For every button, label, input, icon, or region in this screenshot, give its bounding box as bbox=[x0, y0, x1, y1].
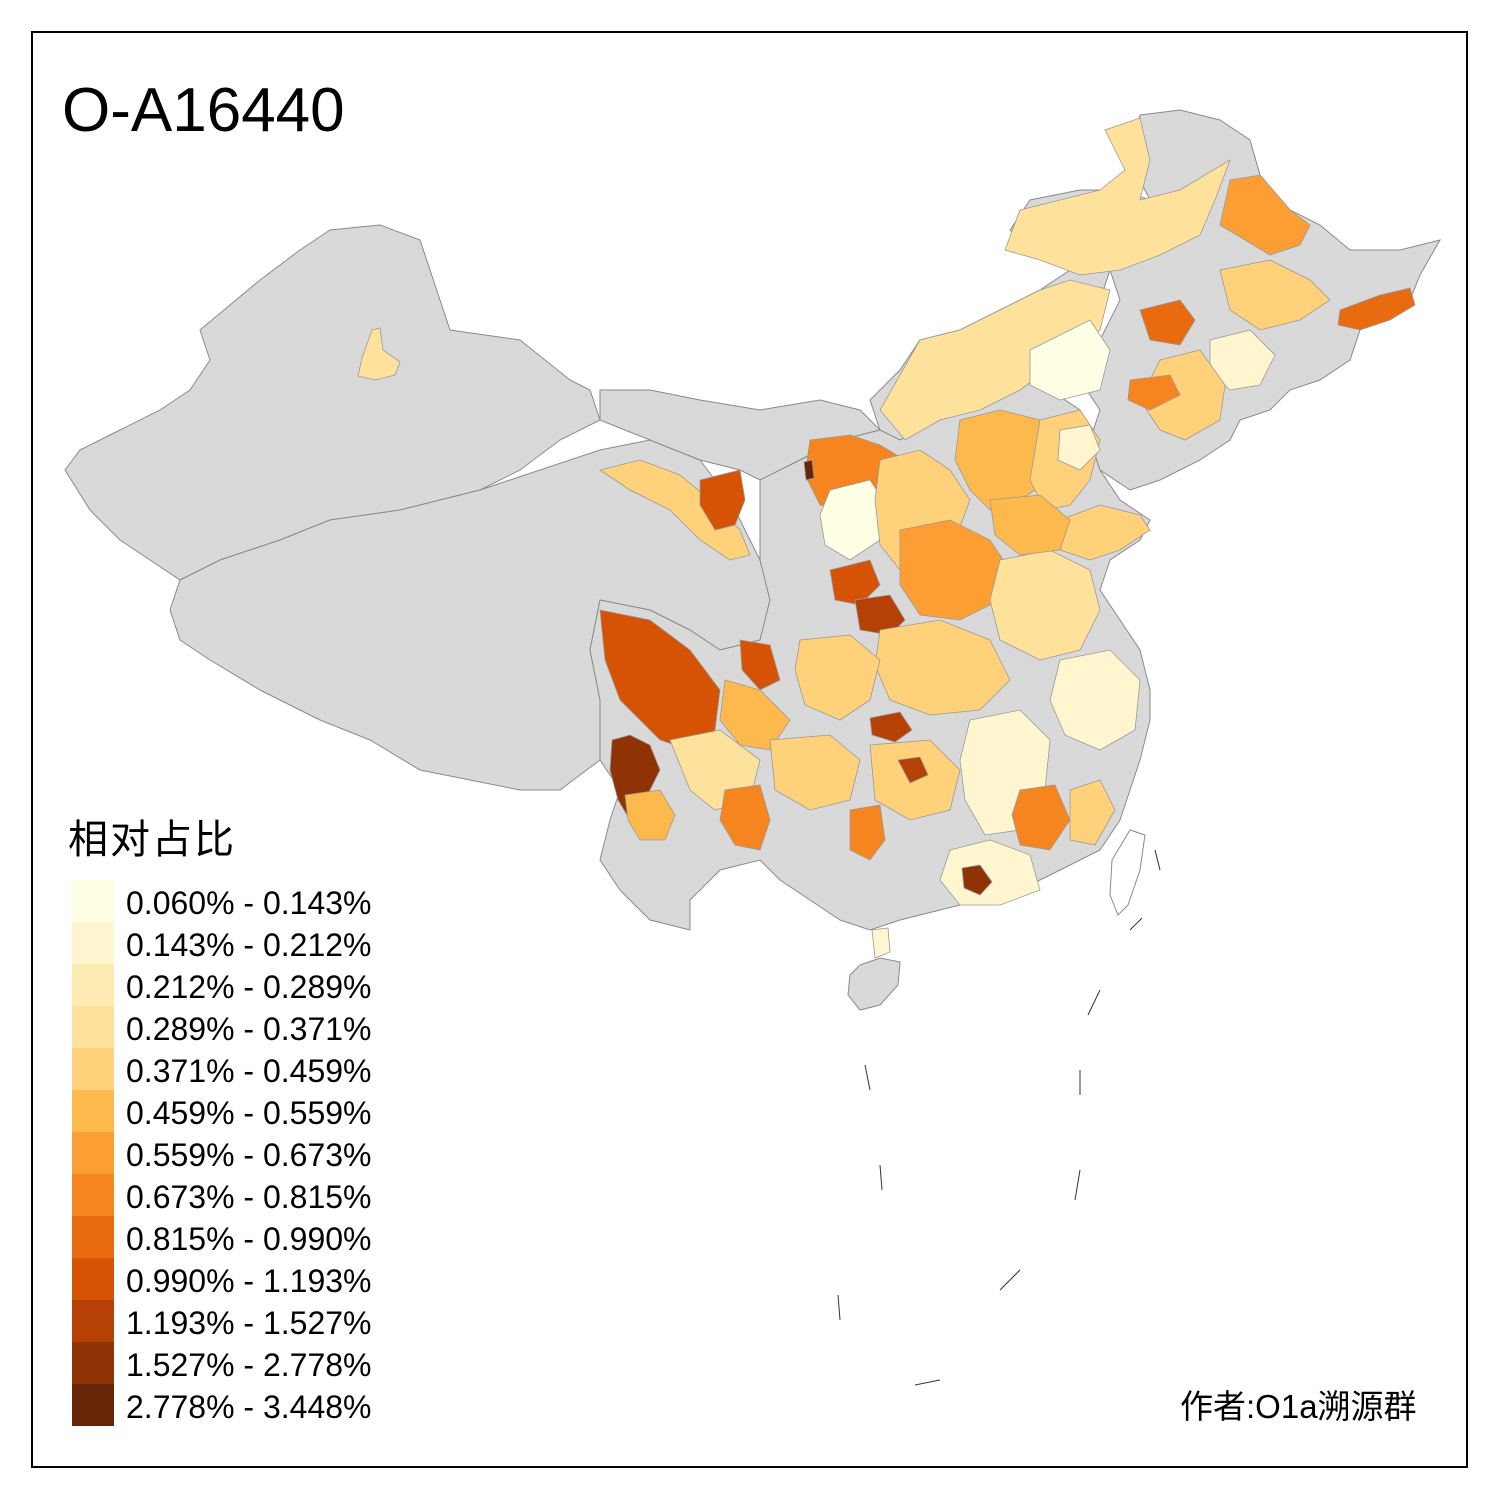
legend-swatch bbox=[72, 1384, 114, 1426]
author-credit: 作者:O1a溯源群 bbox=[1180, 1388, 1417, 1425]
region-chongqing bbox=[794, 634, 881, 721]
legend-item: 0.060% - 0.143% bbox=[72, 880, 412, 922]
region-zhejiang bbox=[1049, 649, 1141, 751]
legend-swatch bbox=[72, 1258, 114, 1300]
region-leizhou bbox=[871, 927, 891, 959]
legend-item: 0.212% - 0.289% bbox=[72, 964, 412, 1006]
region-xinjiang-spot bbox=[357, 327, 401, 381]
region-hainan bbox=[847, 957, 901, 1011]
landmass bbox=[64, 109, 1442, 1011]
legend-label: 2.778% - 3.448% bbox=[126, 1389, 372, 1425]
legend-swatch bbox=[72, 1300, 114, 1342]
island-outline bbox=[1154, 849, 1161, 871]
island-outline bbox=[1087, 989, 1101, 1016]
legend-swatch bbox=[72, 1048, 114, 1090]
map-title: O-A16440 bbox=[62, 76, 345, 145]
region-guangxi-spot bbox=[849, 804, 886, 861]
legend-swatch bbox=[72, 1174, 114, 1216]
south-china-sea-islands bbox=[837, 849, 1161, 1386]
legend-swatch bbox=[72, 1132, 114, 1174]
legend-item: 0.371% - 0.459% bbox=[72, 1048, 412, 1090]
legend-label: 0.371% - 0.459% bbox=[126, 1053, 372, 1089]
region-yunnan-west bbox=[624, 789, 676, 841]
region-shandong bbox=[1059, 504, 1151, 561]
region-liaodong bbox=[1127, 374, 1181, 411]
legend-label: 0.559% - 0.673% bbox=[126, 1137, 372, 1173]
legend-swatch bbox=[72, 1216, 114, 1258]
region-sichuan-aba bbox=[739, 639, 781, 691]
legend-swatch bbox=[72, 880, 114, 922]
legend-swatch bbox=[72, 964, 114, 1006]
legend-title: 相对占比 bbox=[68, 817, 236, 863]
island-outline bbox=[999, 1269, 1021, 1291]
legend-label: 0.673% - 0.815% bbox=[126, 1179, 372, 1215]
legend-label: 0.212% - 0.289% bbox=[126, 969, 372, 1005]
region-north-china-plain bbox=[989, 494, 1071, 556]
region-sichuan-east bbox=[719, 679, 791, 751]
legend-label: 0.143% - 0.212% bbox=[126, 927, 372, 963]
island-outline bbox=[1129, 917, 1143, 931]
region-inner-mongolia-band bbox=[879, 279, 1111, 441]
legend-label: 1.193% - 1.527% bbox=[126, 1305, 372, 1341]
legend-label: 0.815% - 0.990% bbox=[126, 1221, 372, 1257]
region-heilongjiang-east bbox=[1219, 174, 1311, 256]
legend-item: 0.143% - 0.212% bbox=[72, 922, 412, 964]
legend-item: 2.778% - 3.448% bbox=[72, 1384, 412, 1426]
region-taiwan bbox=[1109, 829, 1146, 916]
region-hunan-spot bbox=[869, 711, 913, 743]
region-beijing-area bbox=[1057, 424, 1101, 471]
region-fujian-north bbox=[1011, 784, 1071, 851]
region-guangdong-dark bbox=[961, 864, 993, 896]
region-fujian-coast bbox=[1069, 779, 1116, 846]
legend-swatch bbox=[72, 1006, 114, 1048]
legend-item: 0.990% - 1.193% bbox=[72, 1258, 412, 1300]
island-outline bbox=[837, 1294, 841, 1321]
region-yunnan-south bbox=[719, 784, 771, 851]
legend-item: 0.673% - 0.815% bbox=[72, 1174, 412, 1216]
legend-label: 0.289% - 0.371% bbox=[126, 1011, 372, 1047]
legend-label: 0.990% - 1.193% bbox=[126, 1263, 372, 1299]
region-gansu-hexi bbox=[599, 459, 751, 561]
region-hubei bbox=[874, 619, 1011, 716]
region-inner-mongolia-mid bbox=[1029, 319, 1111, 401]
data-regions bbox=[357, 117, 1416, 959]
map-frame bbox=[31, 31, 1468, 1468]
island-outline bbox=[1074, 1169, 1081, 1201]
legend-swatch bbox=[72, 922, 114, 964]
legend-item: 0.815% - 0.990% bbox=[72, 1216, 412, 1258]
region-hunan-dark bbox=[897, 756, 929, 784]
legend-item: 0.289% - 0.371% bbox=[72, 1006, 412, 1048]
region-jilin-west bbox=[1219, 259, 1331, 331]
legend-label: 0.459% - 0.559% bbox=[126, 1095, 372, 1131]
island-outline bbox=[879, 1164, 883, 1191]
region-guizhou bbox=[769, 734, 861, 811]
region-shaanxi-south bbox=[829, 559, 881, 606]
legend-item: 0.559% - 0.673% bbox=[72, 1132, 412, 1174]
region-inner-mongolia-dark bbox=[803, 459, 815, 481]
region-ningxia bbox=[819, 479, 891, 561]
legend-item: 0.459% - 0.559% bbox=[72, 1090, 412, 1132]
region-jilin-east bbox=[1337, 287, 1416, 331]
region-jiangsu-anhui bbox=[989, 549, 1101, 661]
region-gansu-east bbox=[699, 469, 746, 531]
island-outline bbox=[864, 1064, 871, 1091]
region-liaoning-west bbox=[1139, 299, 1196, 346]
legend-label: 0.060% - 0.143% bbox=[126, 885, 372, 921]
legend-label: 1.527% - 2.778% bbox=[126, 1347, 372, 1383]
legend-swatch bbox=[72, 1090, 114, 1132]
island-outline bbox=[914, 1379, 941, 1386]
legend-item: 1.527% - 2.778% bbox=[72, 1342, 412, 1384]
legend-swatch bbox=[72, 1342, 114, 1384]
region-heilongjiang-north bbox=[1004, 117, 1231, 276]
legend-item: 1.193% - 1.527% bbox=[72, 1300, 412, 1342]
